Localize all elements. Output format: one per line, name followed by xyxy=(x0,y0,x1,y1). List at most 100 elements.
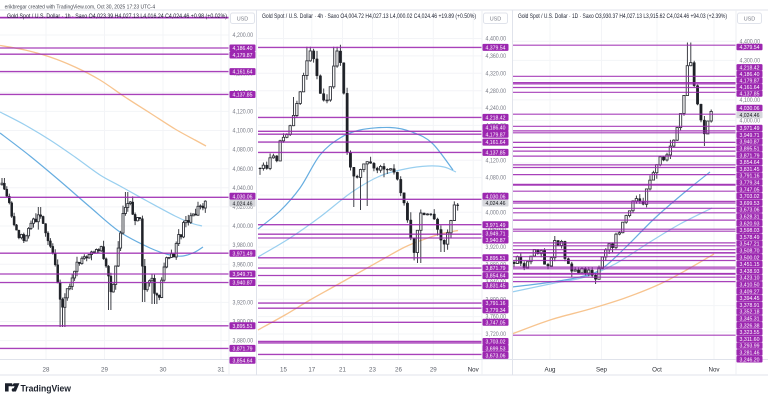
svg-text:4,024.46: 4,024.46 xyxy=(486,201,507,207)
svg-text:3,779.34: 3,779.34 xyxy=(486,308,507,314)
svg-text:4,186.40: 4,186.40 xyxy=(740,72,761,78)
svg-text:3,831.45: 3,831.45 xyxy=(486,284,507,290)
svg-text:3,747.05: 3,747.05 xyxy=(740,187,761,193)
svg-text:3,673.06: 3,673.06 xyxy=(740,208,761,214)
svg-text:3,293.99: 3,293.99 xyxy=(740,344,760,350)
svg-text:4,161.64: 4,161.64 xyxy=(740,85,761,91)
svg-text:3,920.00: 3,920.00 xyxy=(486,245,507,251)
svg-text:4,120.00: 4,120.00 xyxy=(486,158,507,164)
svg-text:15: 15 xyxy=(280,366,287,373)
svg-text:4,137.85: 4,137.85 xyxy=(486,151,507,157)
svg-text:3,940.87: 3,940.87 xyxy=(233,281,253,287)
svg-text:3,500.02: 3,500.02 xyxy=(740,255,760,261)
svg-text:3,949.71: 3,949.71 xyxy=(740,133,760,139)
svg-text:4,030.06: 4,030.06 xyxy=(740,106,761,112)
svg-text:3,779.34: 3,779.34 xyxy=(740,181,761,187)
svg-text:4,300.00: 4,300.00 xyxy=(740,59,761,65)
svg-text:USD: USD xyxy=(237,17,249,23)
svg-text:3,451.15: 3,451.15 xyxy=(740,262,761,268)
svg-text:Gold Spot / U.S. Dollar · 1h ·: Gold Spot / U.S. Dollar · 1h · Saxo O4,0… xyxy=(7,13,227,20)
svg-text:3,949.71: 3,949.71 xyxy=(233,272,253,278)
svg-text:3,352.18: 3,352.18 xyxy=(740,310,761,316)
svg-text:3,871.79: 3,871.79 xyxy=(233,347,253,353)
svg-text:4,080.00: 4,080.00 xyxy=(233,148,254,154)
svg-text:3,345.31: 3,345.31 xyxy=(740,317,760,323)
svg-text:3,854.64: 3,854.64 xyxy=(233,358,254,364)
svg-text:4,137.85: 4,137.85 xyxy=(233,93,254,99)
svg-text:Aug: Aug xyxy=(544,366,556,373)
svg-text:3,791.16: 3,791.16 xyxy=(740,174,761,180)
svg-text:28: 28 xyxy=(43,366,50,373)
svg-text:4,137.85: 4,137.85 xyxy=(740,92,761,98)
svg-text:3,703.02: 3,703.02 xyxy=(486,340,506,346)
svg-text:erikbregar created with Tradin: erikbregar created with TradingView.com,… xyxy=(5,5,156,11)
svg-text:3,281.46: 3,281.46 xyxy=(740,351,761,357)
svg-text:4,020.00: 4,020.00 xyxy=(233,205,254,211)
svg-text:3,871.79: 3,871.79 xyxy=(486,266,506,272)
svg-text:4,024.46: 4,024.46 xyxy=(740,113,761,119)
svg-text:4,040.00: 4,040.00 xyxy=(233,186,254,192)
svg-text:4,200.00: 4,200.00 xyxy=(233,33,254,39)
svg-text:3,960.00: 3,960.00 xyxy=(233,262,254,268)
svg-text:3,578.49: 3,578.49 xyxy=(740,235,760,241)
svg-text:3,895.51: 3,895.51 xyxy=(740,147,760,153)
svg-text:3,854.64: 3,854.64 xyxy=(740,160,761,166)
svg-text:4,218.42: 4,218.42 xyxy=(486,116,506,122)
svg-text:4,179.87: 4,179.87 xyxy=(233,53,253,59)
svg-text:4,030.06: 4,030.06 xyxy=(233,194,254,200)
svg-text:4,379.54: 4,379.54 xyxy=(740,45,761,51)
svg-text:3,895.51: 3,895.51 xyxy=(486,256,506,262)
svg-text:Sep: Sep xyxy=(596,366,608,373)
svg-text:3,971.49: 3,971.49 xyxy=(233,251,253,257)
svg-text:3,410.50: 3,410.50 xyxy=(740,283,761,289)
svg-text:4,218.42: 4,218.42 xyxy=(740,66,760,72)
svg-text:3,703.02: 3,703.02 xyxy=(740,194,760,200)
svg-text:23: 23 xyxy=(369,366,376,373)
svg-text:3,508.70: 3,508.70 xyxy=(740,249,761,255)
svg-text:3,378.91: 3,378.91 xyxy=(740,303,760,309)
svg-text:4,400.00: 4,400.00 xyxy=(740,39,761,45)
svg-text:4,280.00: 4,280.00 xyxy=(486,89,507,95)
svg-text:4,120.00: 4,120.00 xyxy=(233,110,254,116)
svg-text:3,673.06: 3,673.06 xyxy=(486,354,507,360)
svg-text:17: 17 xyxy=(308,366,315,373)
svg-text:4,161.64: 4,161.64 xyxy=(486,140,507,146)
svg-text:4,060.00: 4,060.00 xyxy=(233,167,254,173)
svg-text:4,240.00: 4,240.00 xyxy=(486,106,507,112)
svg-text:4,080.00: 4,080.00 xyxy=(486,176,507,182)
svg-text:3,720.00: 3,720.00 xyxy=(486,332,507,338)
svg-text:30: 30 xyxy=(160,366,167,373)
svg-text:3,980.00: 3,980.00 xyxy=(233,243,254,249)
svg-text:3,394.45: 3,394.45 xyxy=(740,296,761,302)
svg-text:29: 29 xyxy=(101,366,108,373)
svg-text:3,747.05: 3,747.05 xyxy=(486,320,507,326)
svg-text:USD: USD xyxy=(744,17,756,23)
svg-text:Nov: Nov xyxy=(468,366,480,373)
svg-text:USD: USD xyxy=(490,17,502,23)
svg-text:3,880.00: 3,880.00 xyxy=(233,339,254,345)
svg-text:Gold Spot / U.S. Dollar · 4h ·: Gold Spot / U.S. Dollar · 4h · Saxo O4,0… xyxy=(262,13,476,20)
svg-text:3,409.27: 3,409.27 xyxy=(740,289,760,295)
svg-text:3,246.20: 3,246.20 xyxy=(740,357,761,363)
svg-text:3,699.53: 3,699.53 xyxy=(740,201,761,207)
svg-text:3,598.03: 3,598.03 xyxy=(740,228,761,234)
svg-text:3,971.49: 3,971.49 xyxy=(486,223,506,229)
svg-text:4,179.87: 4,179.87 xyxy=(740,79,760,85)
svg-text:4,179.87: 4,179.87 xyxy=(486,132,506,138)
svg-text:3,940.87: 3,940.87 xyxy=(486,238,506,244)
svg-text:3,326.38: 3,326.38 xyxy=(740,323,761,329)
svg-text:4,000.00: 4,000.00 xyxy=(486,210,507,216)
svg-text:3,831.45: 3,831.45 xyxy=(740,167,761,173)
svg-text:Oct: Oct xyxy=(652,366,662,373)
svg-text:3,971.49: 3,971.49 xyxy=(740,126,760,132)
svg-text:4,100.00: 4,100.00 xyxy=(740,98,761,104)
svg-text:3,311.60: 3,311.60 xyxy=(740,337,761,343)
svg-text:31: 31 xyxy=(218,366,225,373)
svg-text:4,400.00: 4,400.00 xyxy=(486,37,507,43)
svg-text:4,379.54: 4,379.54 xyxy=(486,46,507,52)
svg-text:3,628.31: 3,628.31 xyxy=(740,215,760,221)
svg-text:Nov: Nov xyxy=(708,366,720,373)
svg-text:4,161.64: 4,161.64 xyxy=(233,70,254,76)
svg-text:3,438.93: 3,438.93 xyxy=(740,269,761,275)
svg-text:3,940.87: 3,940.87 xyxy=(740,140,760,146)
